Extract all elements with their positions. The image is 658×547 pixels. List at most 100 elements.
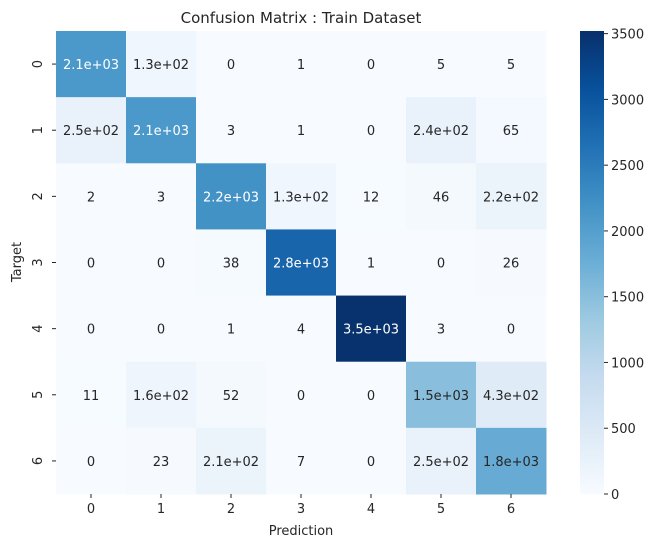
heatmap-cell bbox=[476, 31, 547, 98]
colorbar-tick-label: 1500 bbox=[611, 291, 644, 306]
cell-value-label: 1.6e+02 bbox=[133, 389, 189, 404]
x-tick-label: 3 bbox=[297, 502, 305, 517]
heatmap-cell bbox=[126, 163, 197, 230]
cell-value-label: 2.4e+02 bbox=[413, 124, 469, 139]
heatmap-cell bbox=[196, 31, 267, 98]
y-axis-title: Target bbox=[10, 242, 25, 283]
heatmap-cell bbox=[196, 295, 267, 363]
cell-value-label: 2.1e+03 bbox=[63, 58, 119, 73]
cell-value-label: 23 bbox=[153, 455, 170, 470]
cell-value-label: 1 bbox=[297, 58, 305, 73]
colorbar-tick-label: 2000 bbox=[611, 225, 644, 240]
heatmap-cell bbox=[336, 229, 407, 297]
x-tick-label: 1 bbox=[157, 502, 165, 517]
heatmap-cell bbox=[476, 229, 547, 297]
cell-value-label: 1.3e+02 bbox=[133, 58, 189, 73]
heatmap-cell bbox=[56, 31, 127, 98]
cell-value-label: 0 bbox=[367, 124, 375, 139]
y-tick-label: 1 bbox=[31, 126, 46, 134]
heatmap-cell bbox=[406, 31, 477, 98]
heatmap-cell bbox=[336, 427, 407, 495]
heatmap-cell bbox=[56, 361, 127, 429]
cell-value-label: 3.5e+03 bbox=[343, 323, 399, 338]
heatmap-cell bbox=[126, 31, 197, 98]
heatmap-cell bbox=[126, 97, 197, 164]
heatmap-cell bbox=[406, 361, 477, 429]
heatmap-cell bbox=[266, 229, 337, 297]
cell-value-label: 26 bbox=[503, 257, 520, 272]
cell-value-label: 1 bbox=[227, 323, 235, 338]
heatmap-cell bbox=[476, 295, 547, 363]
heatmap-cell bbox=[56, 163, 127, 230]
heatmap-cell bbox=[406, 97, 477, 164]
heatmap-cell bbox=[126, 361, 197, 429]
cell-value-label: 0 bbox=[157, 257, 165, 272]
chart-title: Confusion Matrix : Train Dataset bbox=[181, 9, 422, 27]
cell-value-label: 46 bbox=[433, 190, 450, 205]
heatmap-cell bbox=[336, 163, 407, 230]
cell-value-label: 3 bbox=[227, 124, 235, 139]
cell-value-label: 1 bbox=[297, 124, 305, 139]
cell-value-label: 0 bbox=[87, 455, 95, 470]
cell-value-label: 11 bbox=[83, 389, 100, 404]
x-tick-label: 6 bbox=[507, 502, 515, 517]
colorbar-tick-label: 0 bbox=[611, 488, 619, 503]
heatmap-cell bbox=[266, 31, 337, 98]
cell-value-label: 1.3e+02 bbox=[273, 190, 329, 205]
x-axis-title: Prediction bbox=[269, 524, 334, 539]
y-tick-label: 4 bbox=[31, 325, 46, 333]
heatmap-cell bbox=[406, 427, 477, 495]
heatmap-cell bbox=[336, 295, 407, 363]
cell-value-label: 3 bbox=[157, 190, 165, 205]
heatmap-cell bbox=[56, 229, 127, 297]
heatmap-cell bbox=[476, 427, 547, 495]
cell-value-label: 3 bbox=[437, 323, 445, 338]
cell-value-label: 1 bbox=[367, 257, 375, 272]
x-tick-label: 0 bbox=[87, 502, 95, 517]
y-tick-label: 6 bbox=[31, 457, 46, 465]
x-tick-label: 2 bbox=[227, 502, 235, 517]
heatmap-cell bbox=[126, 229, 197, 297]
colorbar bbox=[580, 31, 604, 494]
cell-value-label: 5 bbox=[507, 58, 515, 73]
heatmap-cell bbox=[406, 163, 477, 230]
cell-value-label: 0 bbox=[227, 58, 235, 73]
colorbar-tick-label: 3500 bbox=[611, 28, 644, 43]
heatmap-cell bbox=[196, 229, 267, 297]
cell-value-label: 4 bbox=[297, 323, 305, 338]
heatmap-cell bbox=[476, 163, 547, 230]
heatmap-cell bbox=[56, 427, 127, 495]
colorbar-tick-label: 500 bbox=[611, 422, 636, 437]
y-tick-label: 0 bbox=[31, 60, 46, 68]
heatmap-cell bbox=[336, 31, 407, 98]
cell-value-label: 4.3e+02 bbox=[483, 389, 539, 404]
cell-value-label: 0 bbox=[87, 323, 95, 338]
heatmap-cells: 2.1e+03 1.3e+02 0 1 0 5 5 2.5e+02 2.1e+03 3 1 0 2.4e… bbox=[56, 31, 547, 495]
cell-value-label: 0 bbox=[367, 389, 375, 404]
colorbar-tick-label: 3000 bbox=[611, 93, 644, 108]
y-tick-label: 2 bbox=[31, 192, 46, 200]
colorbar-ticks: 0 500 1000 1500 2000 2500 3000 3500 bbox=[604, 28, 644, 503]
x-tick-label: 5 bbox=[437, 502, 445, 517]
cell-value-label: 1.5e+03 bbox=[413, 389, 469, 404]
cell-value-label: 65 bbox=[503, 124, 520, 139]
cell-value-label: 52 bbox=[223, 389, 240, 404]
heatmap-cell bbox=[56, 97, 127, 164]
heatmap-cell bbox=[476, 97, 547, 164]
heatmap-cell bbox=[266, 427, 337, 495]
cell-value-label: 2.5e+02 bbox=[413, 455, 469, 470]
y-tick-label: 3 bbox=[31, 258, 46, 266]
cell-value-label: 0 bbox=[507, 323, 515, 338]
cell-value-label: 0 bbox=[297, 389, 305, 404]
cell-value-label: 2.5e+02 bbox=[63, 124, 119, 139]
heatmap-cell bbox=[266, 163, 337, 230]
y-axis-ticks: 0 1 2 3 4 5 6 bbox=[31, 60, 56, 465]
cell-value-label: 2 bbox=[87, 190, 95, 205]
cell-value-label: 0 bbox=[87, 257, 95, 272]
cell-value-label: 2.1e+03 bbox=[133, 124, 189, 139]
cell-value-label: 2.8e+03 bbox=[273, 257, 329, 272]
cell-value-label: 38 bbox=[223, 257, 240, 272]
heatmap-cell bbox=[126, 427, 197, 495]
cell-value-label: 2.1e+02 bbox=[203, 455, 259, 470]
